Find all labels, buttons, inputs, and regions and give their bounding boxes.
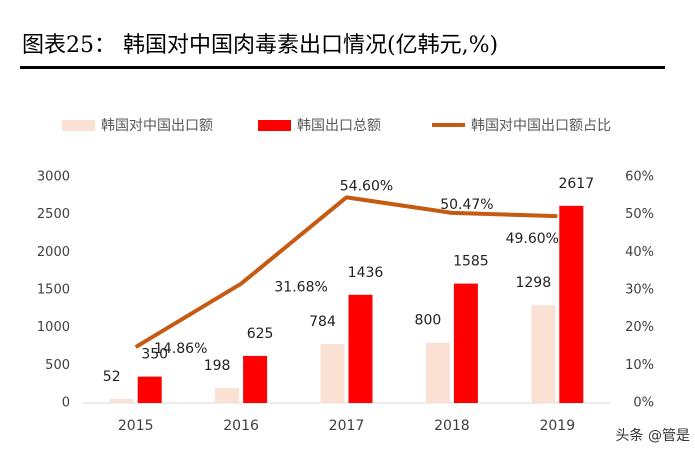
- legend-label: 韩国出口总额: [297, 118, 381, 134]
- bar: [320, 343, 345, 403]
- y-tick-label: 3000: [37, 170, 70, 185]
- bar: [453, 283, 478, 403]
- data-label: 625: [247, 326, 274, 342]
- y2-tick-label: 60%: [625, 170, 654, 185]
- legend-swatch: [258, 120, 291, 131]
- bar: [531, 305, 556, 403]
- bar: [559, 205, 584, 403]
- y2-tick-label: 20%: [625, 320, 654, 335]
- y2-tick-label: 50%: [625, 207, 654, 222]
- y2-tick-label: 40%: [625, 245, 654, 260]
- y2-tick-label: 0%: [633, 396, 654, 411]
- x-tick-label: 2016: [223, 418, 259, 434]
- y-tick-label: 2000: [37, 245, 70, 260]
- x-tick-label: 2018: [434, 418, 470, 434]
- line: [134, 195, 558, 349]
- bar: [109, 399, 134, 403]
- bar: [348, 294, 373, 403]
- bar: [215, 388, 240, 403]
- bar: [425, 342, 450, 403]
- title-rule: [20, 66, 665, 69]
- y-tick-label: 1000: [37, 320, 70, 335]
- x-tick-label: 2017: [329, 418, 365, 434]
- y-tick-label: 0: [62, 396, 70, 411]
- data-label: 49.60%: [506, 231, 559, 247]
- bar: [243, 355, 268, 403]
- data-label: 50.47%: [440, 197, 493, 213]
- x-tick-label: 2015: [118, 418, 154, 434]
- data-label: 800: [415, 313, 442, 329]
- legend-swatch: [62, 120, 95, 131]
- data-label: 1585: [453, 254, 489, 270]
- legend-label: 韩国对中国出口额占比: [471, 118, 611, 134]
- data-label: 31.68%: [274, 280, 327, 296]
- data-label: 1436: [348, 265, 384, 281]
- y-tick-label: 500: [45, 358, 70, 373]
- watermark: 头条 @管是: [616, 427, 690, 444]
- data-label: 14.86%: [154, 341, 207, 357]
- legend-label: 韩国对中国出口额: [101, 118, 213, 134]
- data-label: 2617: [558, 176, 594, 192]
- y-tick-label: 2500: [37, 207, 70, 222]
- chart-title: 图表25： 韩国对中国肉毒素出口情况(亿韩元,%): [22, 33, 498, 58]
- y-tick-label: 1500: [37, 283, 70, 298]
- data-label: 350: [141, 347, 168, 363]
- bar: [137, 376, 162, 403]
- data-label: 54.60%: [340, 178, 393, 194]
- data-label: 52: [103, 369, 121, 385]
- x-tick-label: 2019: [539, 418, 575, 434]
- y2-tick-label: 10%: [625, 358, 654, 373]
- data-label: 198: [204, 358, 231, 374]
- data-label: 1298: [515, 275, 551, 291]
- y2-tick-label: 30%: [625, 283, 654, 298]
- data-label: 784: [309, 314, 336, 330]
